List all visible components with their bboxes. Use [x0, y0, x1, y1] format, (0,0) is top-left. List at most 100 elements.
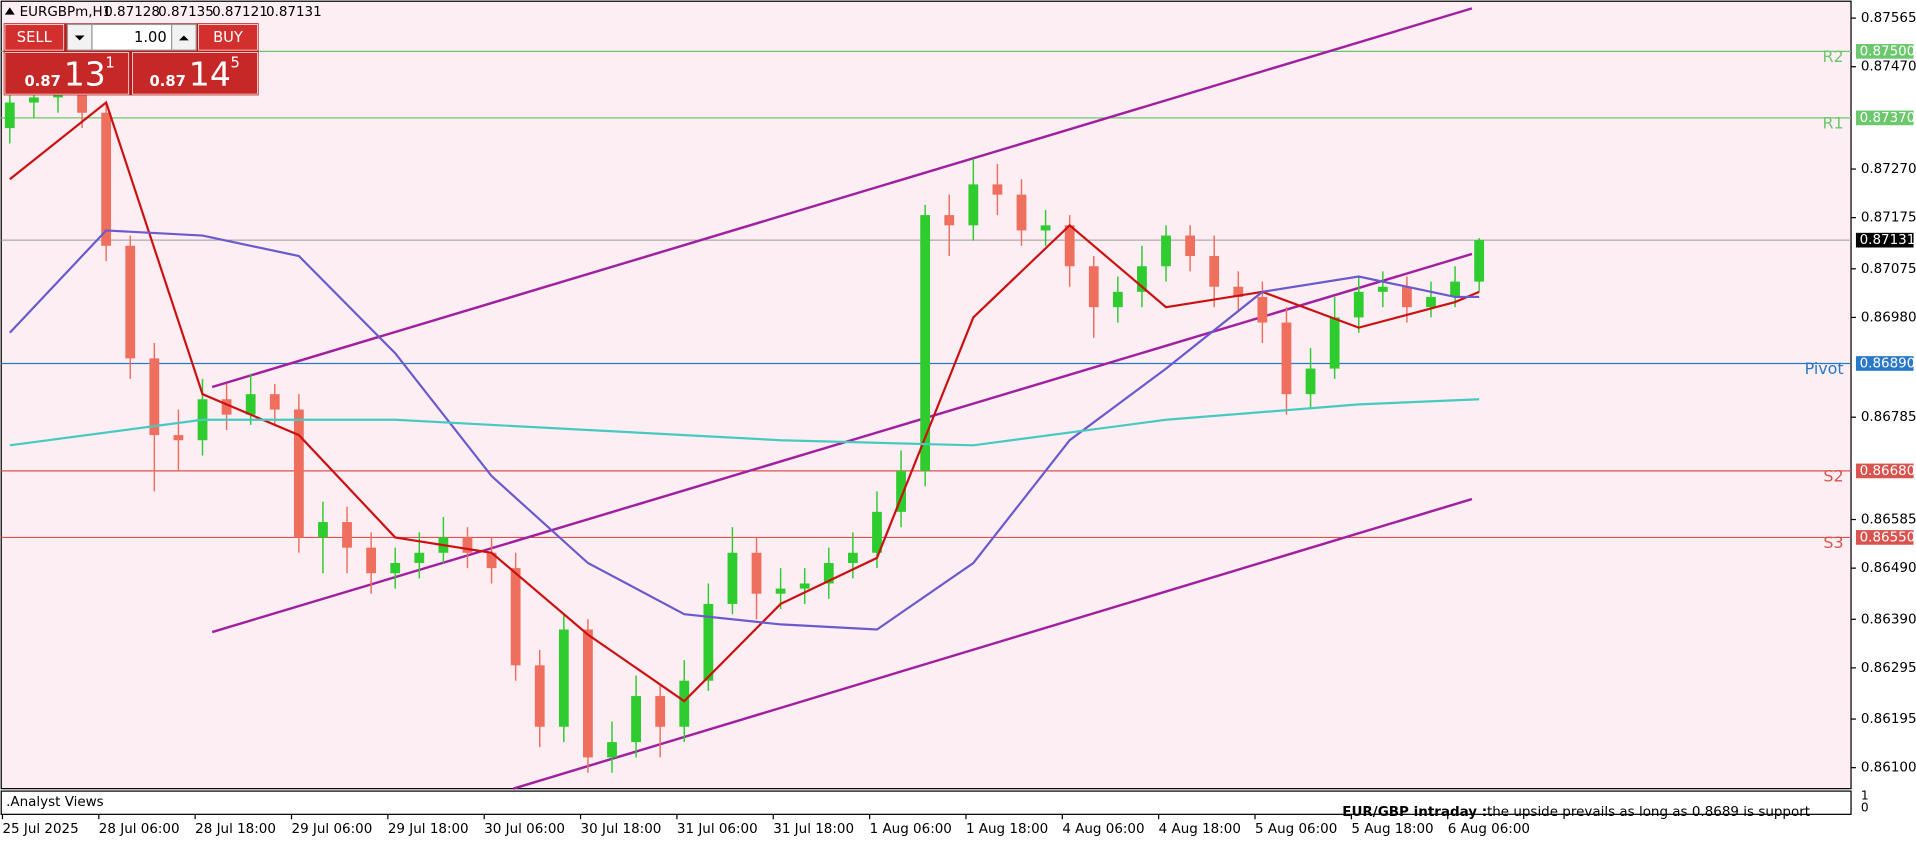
candle-body	[1088, 266, 1099, 308]
ohlc-open: 0.87128	[104, 5, 160, 20]
level-price: 0.86550	[1860, 530, 1916, 545]
comment-title: EUR/GBP intraday :	[1342, 805, 1487, 820]
candle-body	[1185, 235, 1196, 257]
candle-body	[968, 184, 979, 226]
candle-body	[703, 603, 714, 681]
buy-label[interactable]: BUY	[213, 29, 243, 46]
indicator-name: .Analyst Views	[6, 795, 104, 810]
ohlc-high: 0.87135	[158, 5, 214, 20]
candle-body	[1233, 286, 1244, 297]
level-price-box	[1855, 356, 1914, 371]
x-tick-label: 6 Aug 06:00	[1448, 822, 1530, 837]
y-tick-label: 0.86490	[1861, 561, 1916, 576]
y-tick-label: 0.87175	[1861, 211, 1916, 226]
candle-body	[1474, 240, 1485, 282]
down-arrow	[74, 35, 85, 41]
candle-body	[727, 552, 738, 604]
candle-body	[101, 112, 112, 246]
candle-body	[751, 552, 762, 594]
candle-body	[414, 552, 425, 564]
candle-body	[269, 394, 280, 410]
level-price: 0.87500	[1860, 44, 1916, 59]
candle-body	[1377, 286, 1388, 292]
x-tick-label: 30 Jul 18:00	[581, 822, 662, 837]
level-price-box	[1855, 44, 1914, 59]
candle-body	[1329, 317, 1340, 369]
moving-average	[9, 100, 1480, 703]
indicator-window	[0, 790, 1852, 815]
bid-box[interactable]	[4, 52, 130, 95]
ask-big: 0.87	[150, 73, 186, 90]
candle-body	[944, 215, 955, 226]
x-tick-label: 4 Aug 06:00	[1062, 822, 1144, 837]
level-price: 0.86890	[1860, 356, 1916, 371]
x-tick-label: 25 Jul 2025	[2, 822, 78, 837]
candle-body	[318, 522, 328, 538]
candle-body	[847, 552, 858, 564]
y-tick-label: 0.87470	[1861, 60, 1916, 75]
indicator-ylabel: 1	[1861, 788, 1869, 802]
y-tick-label: 0.86390	[1861, 612, 1916, 627]
candle-body	[1112, 291, 1123, 308]
candle-body	[510, 568, 521, 666]
candle-body	[775, 588, 786, 594]
candle-body	[486, 552, 497, 569]
candle-body	[534, 665, 545, 727]
candle-body	[390, 563, 401, 574]
x-tick-label: 1 Aug 18:00	[966, 822, 1048, 837]
symbol: EURGBPm,H1	[20, 5, 112, 20]
candle-body	[77, 87, 87, 113]
current-price: 0.87131	[1860, 233, 1916, 248]
candle-body	[872, 511, 882, 553]
bid-pips: 13	[64, 54, 106, 93]
y-tick-label: 0.86100	[1861, 761, 1916, 776]
candle-body	[1040, 225, 1051, 231]
level-price: 0.86680	[1860, 464, 1916, 479]
candle-body	[1064, 225, 1075, 267]
collapse-icon[interactable]	[4, 7, 15, 15]
candle-body	[1450, 281, 1460, 297]
candle-body	[823, 563, 834, 584]
level-price: 0.87370	[1860, 111, 1916, 126]
volume-input[interactable]	[91, 23, 173, 51]
buy-button[interactable]	[198, 24, 258, 51]
candle-body	[1305, 368, 1316, 395]
candle-body	[173, 435, 184, 441]
y-tick-label: 0.86585	[1861, 513, 1916, 528]
x-tick-label: 30 Jul 06:00	[484, 822, 565, 837]
candle-body	[631, 696, 641, 743]
marks	[1, 7, 1852, 790]
candle-body	[1353, 291, 1364, 318]
ask-box[interactable]	[132, 52, 258, 95]
candle-body	[558, 629, 569, 727]
candle-body	[1426, 296, 1436, 308]
x-tick-label: 29 Jul 06:00	[292, 822, 373, 837]
candle-body	[655, 696, 666, 727]
candle-body	[896, 470, 906, 512]
candle-body	[366, 547, 377, 574]
x-tick-label: 31 Jul 18:00	[773, 822, 854, 837]
candle-body	[1016, 194, 1027, 231]
level-price-box	[1855, 530, 1914, 545]
x-tick-label: 29 Jul 18:00	[388, 822, 469, 837]
moving-average	[9, 229, 1480, 631]
up-arrow	[178, 35, 189, 41]
y-tick-label: 0.86295	[1861, 661, 1916, 676]
candle-body	[342, 522, 352, 548]
level-name: S3	[1823, 533, 1843, 552]
candle-body	[679, 680, 690, 727]
trend-line	[211, 7, 1473, 389]
comment: the upside prevails as long as 0.8689 is…	[1487, 805, 1810, 820]
y-tick-label: 0.87075	[1861, 262, 1916, 277]
candle-body	[1281, 322, 1292, 395]
level-name: S2	[1823, 467, 1843, 486]
sell-button[interactable]	[4, 24, 65, 51]
volume[interactable]: 1.00	[134, 29, 167, 46]
candle-body	[149, 358, 160, 436]
sell-label[interactable]: SELL	[17, 29, 53, 46]
x-tick-label: 28 Jul 06:00	[99, 822, 180, 837]
candle-body	[1137, 266, 1147, 292]
ask-pips: 14	[189, 54, 231, 93]
